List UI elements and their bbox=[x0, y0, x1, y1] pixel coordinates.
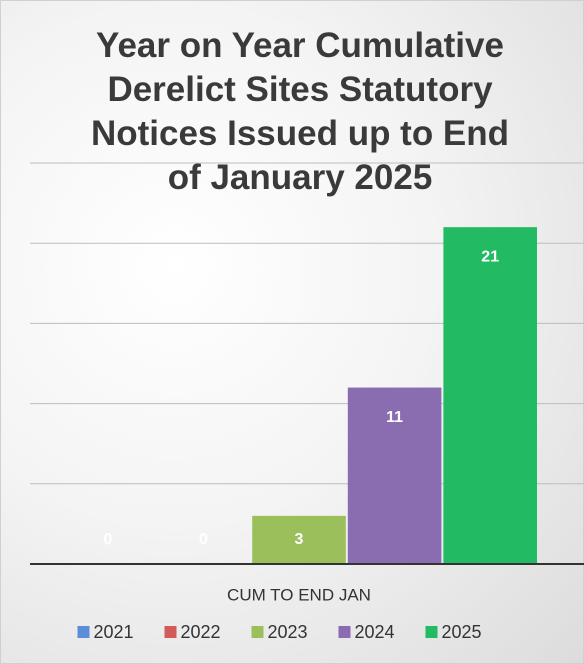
legend-swatch bbox=[251, 626, 264, 638]
x-tick-label: CUM TO END JAN bbox=[227, 585, 371, 604]
legend-label: 2023 bbox=[268, 622, 308, 642]
bar bbox=[252, 515, 346, 564]
bar bbox=[443, 227, 537, 564]
legend-swatch bbox=[77, 626, 90, 638]
data-label: 11 bbox=[386, 409, 403, 426]
data-label: 21 bbox=[481, 248, 499, 265]
data-label: 3 bbox=[295, 531, 304, 548]
legend-swatch bbox=[425, 626, 438, 638]
legend-label: 2022 bbox=[181, 622, 221, 642]
legend-label: 2024 bbox=[355, 622, 395, 642]
data-label: 0 bbox=[103, 531, 112, 548]
bar bbox=[347, 387, 442, 564]
chart-title: Year on Year Cumulative Derelict Sites S… bbox=[90, 26, 510, 197]
data-label: 0 bbox=[199, 531, 208, 548]
legend-swatch bbox=[164, 626, 177, 638]
legend-swatch bbox=[338, 626, 351, 638]
legend-label: 2021 bbox=[94, 622, 134, 642]
legend-label: 2025 bbox=[442, 622, 482, 642]
